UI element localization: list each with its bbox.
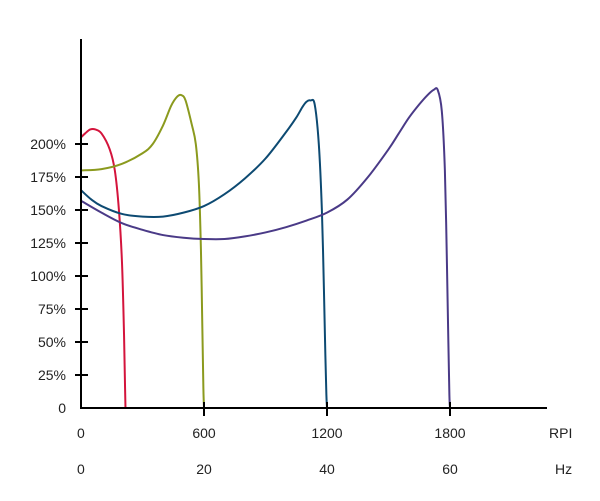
series-line-3 bbox=[80, 98, 328, 409]
x-axis-rpm-labels: 0 600 1200 1800 bbox=[77, 425, 466, 441]
x-tick-label-rpm: 600 bbox=[192, 425, 216, 441]
series-line-2 bbox=[80, 93, 205, 409]
y-tick-label: 75% bbox=[38, 301, 66, 317]
y-tick-label: 50% bbox=[38, 334, 66, 350]
y-tick-label: 100% bbox=[30, 268, 66, 284]
y-tick-label: 150% bbox=[30, 202, 66, 218]
y-tick-label: 175% bbox=[30, 169, 66, 185]
x-tick-label-rpm: 1800 bbox=[434, 425, 465, 441]
series-line-1 bbox=[80, 127, 127, 409]
x-tick-label-hz: 20 bbox=[196, 461, 212, 477]
y-axis-ticks: 0 25% 50% 75% 100% 125% 150% 175% 200% bbox=[30, 136, 88, 416]
x-tick-label-hz: 40 bbox=[319, 461, 335, 477]
y-tick-label: 200% bbox=[30, 136, 66, 152]
x-tick-label-rpm: 1200 bbox=[311, 425, 342, 441]
y-tick-label: 25% bbox=[38, 367, 66, 383]
x-axis-hz-unit: Hz bbox=[555, 461, 572, 477]
y-tick-label: 0 bbox=[58, 400, 66, 416]
x-axis-hz-labels: 0 20 40 60 bbox=[77, 461, 458, 477]
x-tick-label-hz: 0 bbox=[77, 461, 85, 477]
series-line-4 bbox=[80, 87, 451, 409]
x-tick-label-rpm: 0 bbox=[77, 425, 85, 441]
y-tick-label: 125% bbox=[30, 235, 66, 251]
x-tick-label-hz: 60 bbox=[442, 461, 458, 477]
curves bbox=[80, 87, 451, 409]
x-axis-rpm-unit: RPI bbox=[549, 425, 572, 441]
x-axis-ticks bbox=[203, 402, 451, 416]
